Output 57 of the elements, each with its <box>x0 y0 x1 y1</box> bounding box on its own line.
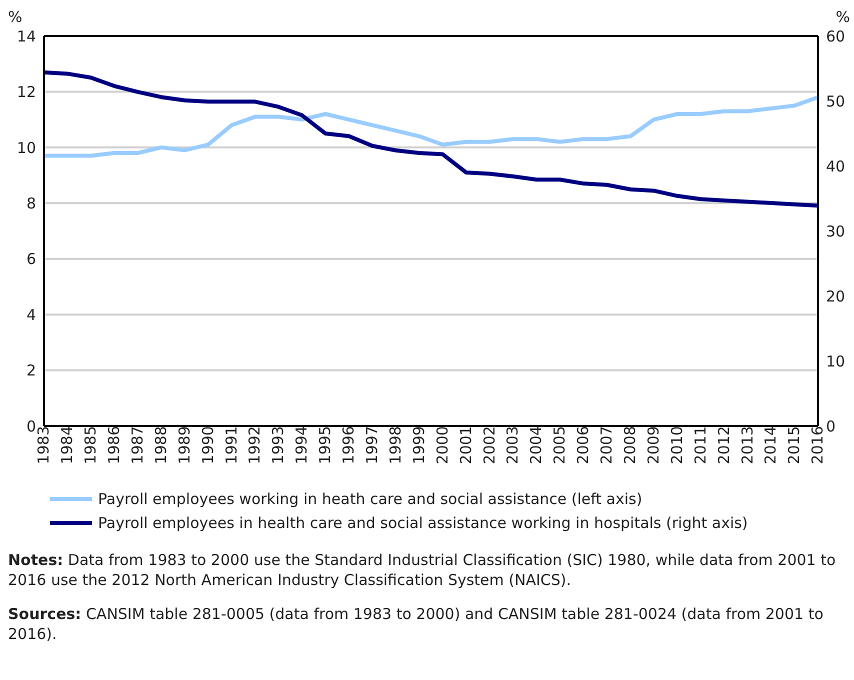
y-tick-label: 8 <box>26 194 36 212</box>
legend-label: Payroll employees working in heath care and social assistance (left axis) <box>98 490 642 508</box>
x-tick-label: 2009 <box>644 426 662 464</box>
y2-tick-label: 20 <box>826 287 846 306</box>
x-tick-label: 2016 <box>808 426 827 464</box>
y2-tick-label: 50 <box>826 92 846 110</box>
x-tick-label: 1984 <box>58 426 76 464</box>
y-tick-label: 2 <box>26 362 36 380</box>
x-tick-label: 2010 <box>668 426 686 464</box>
x-tick-label: 1985 <box>82 426 100 464</box>
x-tick-label: 1987 <box>128 426 146 464</box>
x-tick-label: 1986 <box>105 426 124 464</box>
x-tick-label: 1993 <box>269 426 288 464</box>
y2-tick-label: 30 <box>826 222 846 240</box>
x-tick-label: 2002 <box>480 426 498 464</box>
y-tick-label: 12 <box>16 83 36 102</box>
text: Sources: CANSIM table 281-0005 (data from 1983 to 2000) and CANSIM table 281-0024 (data from 2001 to 2016). <box>8 605 824 643</box>
x-tick-label: 1988 <box>152 426 170 464</box>
x-tick-label: 1999 <box>410 426 428 464</box>
x-tick-label: 1991 <box>222 426 240 464</box>
x-tick-label: 2015 <box>785 426 804 464</box>
y-tick-label: 14 <box>16 27 36 46</box>
x-tick-label: 1989 <box>175 426 194 464</box>
x-tick-label: 1990 <box>198 426 217 464</box>
x-tick-label: 2006 <box>574 426 592 464</box>
x-tick-label: 1996 <box>340 426 358 464</box>
x-tick-label: 2011 <box>691 426 710 464</box>
line-series <box>42 95 820 158</box>
y-tick-label: 6 <box>26 250 36 268</box>
x-tick-label: 1995 <box>316 426 334 464</box>
x-tick-label: 2000 <box>433 426 452 464</box>
x-tick-label: 2001 <box>456 426 475 464</box>
legend-label: Payroll employees in health care and social assistance working in hospitals (right axis) <box>98 514 748 532</box>
y-tick-label: 0 <box>26 417 36 436</box>
y2-tick-label: 40 <box>826 157 846 176</box>
y2-axis-title: % <box>836 8 850 26</box>
y-tick-label: 4 <box>26 306 36 324</box>
x-tick-label: 1998 <box>386 426 404 464</box>
y2-tick-label: 60 <box>826 27 846 46</box>
y2-tick-label: 0 <box>826 417 836 436</box>
x-tick-label: 2014 <box>762 426 780 464</box>
line-series <box>42 70 820 208</box>
text: Notes: Data from 1983 to 2000 use the Standard Industrial Classification (SIC) 1980, while data from 2001 to 2016 use the 2012 North American Industry Classification System (NAICS). <box>8 550 837 590</box>
x-tick-label: 2005 <box>550 426 569 464</box>
y-axis-title: % <box>8 8 22 26</box>
x-tick-label: 2004 <box>527 426 546 464</box>
x-tick-label: 1983 <box>34 426 53 464</box>
y2-tick-label: 10 <box>826 352 846 370</box>
x-tick-label: 1992 <box>246 426 264 464</box>
x-tick-label: 2012 <box>714 426 733 464</box>
x-tick-label: 2003 <box>504 426 522 464</box>
y-tick-label: 10 <box>16 138 36 157</box>
x-tick-label: 1994 <box>292 426 311 464</box>
x-tick-label: 2007 <box>598 426 616 464</box>
x-tick-label: 2008 <box>621 426 640 464</box>
x-tick-label: 1997 <box>363 426 382 464</box>
x-tick-label: 2013 <box>738 426 756 464</box>
